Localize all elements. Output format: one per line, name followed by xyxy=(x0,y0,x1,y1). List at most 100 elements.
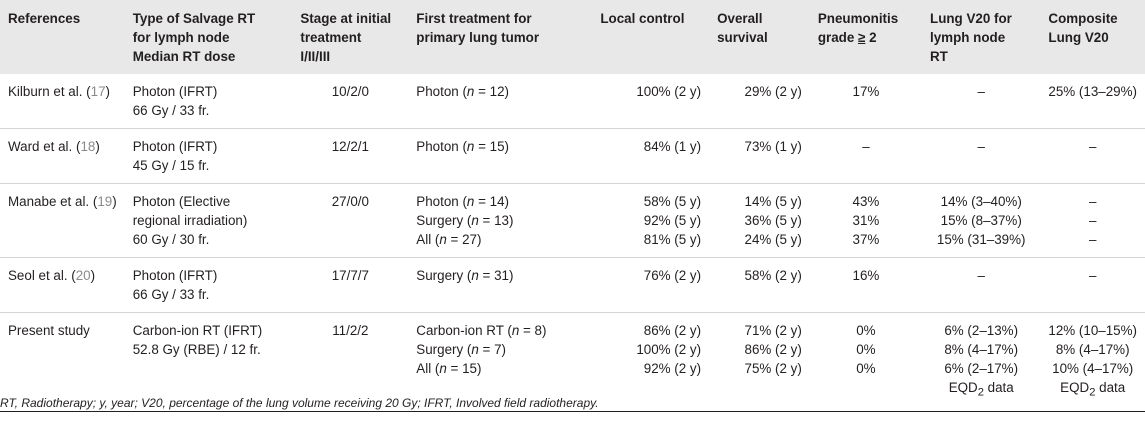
value-line: 81% (5 y) xyxy=(643,232,702,247)
header-line: lymph node xyxy=(930,30,1006,45)
value-line: 100% (2 y) xyxy=(636,84,702,99)
stage-value: 11/2/2 xyxy=(332,323,369,338)
header-pneumonitis: Pneumonitis grade ≥ 2 xyxy=(810,0,922,74)
eqd-subscript: 2 xyxy=(977,386,984,399)
cell-first-treatment: Photon (n = 15) xyxy=(408,128,573,184)
table-row: Seol et al. (20) Photon (IFRT) 66 Gy / 33 … xyxy=(0,257,1145,313)
value-line: 14% (5 y) xyxy=(744,194,802,209)
reference-number: 20 xyxy=(75,268,91,283)
header-line: Composite xyxy=(1048,11,1118,26)
reference-text: Ward et al. (18) xyxy=(8,139,100,154)
value-line: 8% (4–17%) xyxy=(944,342,1019,357)
cell-pneumonitis: 0% 0% 0% xyxy=(809,312,923,412)
header-local-control: Local control xyxy=(572,0,709,74)
cell-overall-survival: 14% (5 y) 36% (5 y) 24% (5 y) xyxy=(709,183,810,258)
rt-line: 52.8 Gy (RBE) / 12 fr. xyxy=(132,342,261,357)
value-line: – xyxy=(1088,268,1097,283)
header-line: Pneumonitis xyxy=(817,11,899,26)
first-treatment-line: Photon (n = 14) xyxy=(416,194,509,209)
rt-line: 60 Gy / 30 fr. xyxy=(132,232,210,247)
cell-overall-survival: 71% (2 y) 86% (2 y) 75% (2 y) xyxy=(709,312,810,412)
value-line: 73% (1 y) xyxy=(744,139,802,154)
value-line: 58% (5 y) xyxy=(643,194,702,209)
cell-lung-v20: – xyxy=(922,128,1041,184)
reference-number: 17 xyxy=(90,84,106,99)
value-line: 92% (5 y) xyxy=(643,213,702,228)
stage-value: 17/7/7 xyxy=(331,268,369,283)
header-line: grade ≥ 2 xyxy=(817,30,877,45)
n-symbol: n xyxy=(471,268,479,283)
header-first-treatment: First treatment for primary lung tumor xyxy=(408,0,572,74)
cell-stage: 27/0/0 xyxy=(292,183,409,258)
cell-reference: Present study xyxy=(0,312,125,412)
value-line: 10% (4–17%) xyxy=(1052,361,1134,376)
value-line: 71% (2 y) xyxy=(744,323,802,338)
cell-rt-type: Carbon-ion RT (IFRT) 52.8 Gy (RBE) / 12 f… xyxy=(124,312,293,412)
value-line: 84% (1 y) xyxy=(643,139,702,154)
cell-rt-type: Photon (IFRT) 66 Gy / 33 fr. xyxy=(124,257,293,313)
cell-lung-v20: 6% (2–13%) 8% (4–17%) 6% (2–17%) EQD2 data xyxy=(922,312,1041,412)
n-symbol: n xyxy=(471,213,479,228)
reference-text: Kilburn et al. (17) xyxy=(8,84,110,99)
cell-local-control: 76% (2 y) xyxy=(572,257,710,313)
n-symbol: n xyxy=(466,84,475,99)
value-line: 43% xyxy=(852,194,880,209)
header-line: I/II/III xyxy=(300,49,331,64)
cell-local-control: 84% (1 y) xyxy=(572,128,710,184)
cell-local-control: 100% (2 y) xyxy=(572,74,710,129)
rt-line: Photon (IFRT) xyxy=(132,84,218,99)
value-line: – xyxy=(862,139,870,154)
value-line: 8% (4–17%) xyxy=(1055,342,1130,357)
stage-value: 27/0/0 xyxy=(331,194,369,209)
cell-stage: 10/2/0 xyxy=(292,74,409,129)
reference-text: Present study xyxy=(8,323,90,338)
header-line: Median RT dose xyxy=(132,49,236,64)
value-line: 0% xyxy=(856,323,876,338)
table-footnote: RT, Radiotherapy; y, year; V20, percenta… xyxy=(0,396,599,410)
first-treatment-line: All (n = 15) xyxy=(416,361,482,376)
table-body: Kilburn et al. (17) Photon (IFRT) 66 Gy / … xyxy=(0,74,1145,412)
rt-line: Photon (IFRT) xyxy=(132,139,218,154)
table-row: Manabe et al. (19) Photon (Elective region… xyxy=(0,183,1145,258)
cell-reference: Manabe et al. (19) xyxy=(0,183,125,258)
value-line: 37% xyxy=(852,232,880,247)
cell-lung-v20: – xyxy=(922,74,1041,129)
first-treatment-line: Photon (n = 12) xyxy=(416,84,509,99)
header-line: Type of Salvage RT xyxy=(132,11,256,26)
value-line: 0% xyxy=(856,342,876,357)
value-line: 31% xyxy=(852,213,880,228)
ge-sign: ≥ xyxy=(858,30,866,45)
header-composite-v20: Composite Lung V20 xyxy=(1040,0,1145,74)
header-line: First treatment for xyxy=(416,11,532,26)
cell-lung-v20: 14% (3–40%) 15% (8–37%) 15% (31–39%) xyxy=(922,183,1041,258)
value-line: – xyxy=(1088,139,1097,154)
rt-line: 66 Gy / 33 fr. xyxy=(132,287,210,302)
table-row: Present study Carbon-ion RT (IFRT) 52.8 Gy… xyxy=(0,312,1145,412)
value-line: – xyxy=(977,84,985,99)
header-line: RT xyxy=(930,49,948,64)
cell-reference: Seol et al. (20) xyxy=(0,257,125,313)
cell-reference: Kilburn et al. (17) xyxy=(0,74,125,129)
value-line: 86% (2 y) xyxy=(643,323,702,338)
header-line: for lymph node xyxy=(132,30,230,45)
first-treatment-line: All (n = 27) xyxy=(416,232,482,247)
value-line: 100% (2 y) xyxy=(636,342,702,357)
header-lung-v20: Lung V20 for lymph node RT xyxy=(922,0,1040,74)
header-line: treatment xyxy=(300,30,362,45)
cell-lung-v20: – xyxy=(922,257,1041,313)
value-line: 86% (2 y) xyxy=(744,342,802,357)
reference-text: Seol et al. (20) xyxy=(8,268,96,283)
cell-first-treatment: Photon (n = 12) xyxy=(408,74,573,129)
stage-value: 12/2/1 xyxy=(331,139,369,154)
value-line: 6% (2–17%) xyxy=(944,361,1019,376)
header-line: Lung V20 xyxy=(1048,30,1109,45)
cell-stage: 12/2/1 xyxy=(292,128,409,184)
value-line: 14% (3–40%) xyxy=(940,194,1022,209)
value-line: 15% (8–37%) xyxy=(940,213,1022,228)
cell-pneumonitis: – xyxy=(809,128,923,184)
cell-rt-type: Photon (Elective regional irradiation) 60 … xyxy=(124,183,293,258)
cell-stage: 17/7/7 xyxy=(292,257,409,313)
n-symbol: n xyxy=(471,342,479,357)
reference-text: Manabe et al. (19) xyxy=(8,194,117,209)
